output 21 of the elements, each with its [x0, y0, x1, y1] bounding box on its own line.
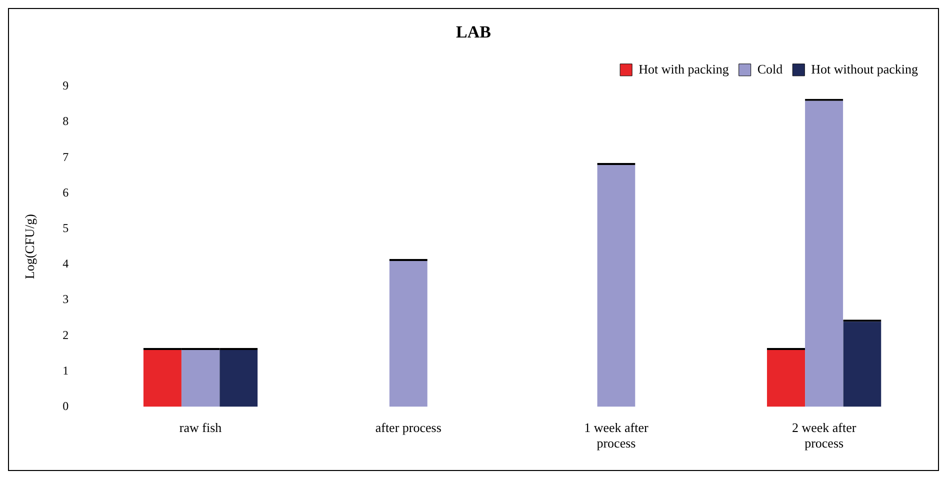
y-tick-label: 1 [62, 363, 69, 378]
y-tick-label: 0 [62, 398, 69, 413]
y-tick-label: 4 [62, 256, 69, 271]
y-tick-label: 7 [62, 150, 69, 164]
legend-label: Cold [757, 61, 784, 76]
legend-label: Hot without packing [811, 61, 918, 76]
y-tick-label: 3 [62, 292, 69, 306]
legend-label: Hot with packing [638, 61, 730, 76]
y-axis-title: Log(CFU/g) [22, 214, 38, 280]
y-tick-label: 2 [62, 328, 69, 342]
y-tick-label: 6 [62, 185, 69, 200]
x-tick-label: raw fish [179, 420, 222, 436]
category-label: 1 week after [584, 420, 648, 436]
y-tick-label: 9 [62, 78, 69, 93]
category-label: process [596, 436, 636, 451]
y-tick-label: 8 [62, 114, 69, 128]
category-label: 2 week after [792, 420, 856, 436]
category-label: process [804, 436, 844, 451]
chart-title: LAB [456, 22, 491, 42]
y-tick-label: 5 [62, 220, 69, 235]
x-tick-label: after process [375, 420, 442, 436]
